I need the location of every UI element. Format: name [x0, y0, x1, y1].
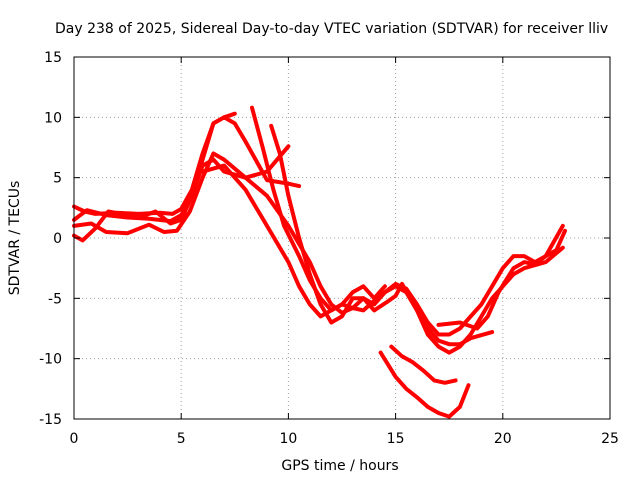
chart-title: Day 238 of 2025, Sidereal Day-to-day VTE… — [55, 21, 608, 37]
y-tick-label: -15 — [39, 412, 62, 428]
y-tick-label: 5 — [53, 171, 62, 187]
series-line-s9 — [378, 350, 471, 419]
ticks: 0 5 10 15 20 25 -15 -10 -5 0 5 10 15 — [39, 50, 619, 447]
x-tick-label: 0 — [70, 431, 79, 447]
y-tick-label: 15 — [44, 50, 62, 66]
series-line-s8 — [436, 228, 567, 331]
y-tick-label: 10 — [44, 110, 62, 126]
y-tick-label: -10 — [39, 352, 62, 368]
y-tick-label: -5 — [48, 291, 62, 307]
grid — [74, 57, 610, 419]
x-axis-label: GPS time / hours — [281, 458, 398, 474]
x-tick-label: 20 — [494, 431, 512, 447]
x-tick-label: 10 — [279, 431, 297, 447]
series-line-s10 — [389, 344, 458, 385]
y-axis-label: SDTVAR / TECUs — [7, 181, 23, 296]
y-tick-label: 0 — [53, 231, 62, 247]
series-line-s4 — [72, 151, 495, 347]
x-tick-label: 15 — [387, 431, 405, 447]
series-group — [72, 105, 567, 419]
series-line-s5 — [250, 105, 387, 313]
x-tick-label: 5 — [177, 431, 186, 447]
x-tick-label: 25 — [601, 431, 619, 447]
series-line-s7 — [269, 123, 565, 337]
